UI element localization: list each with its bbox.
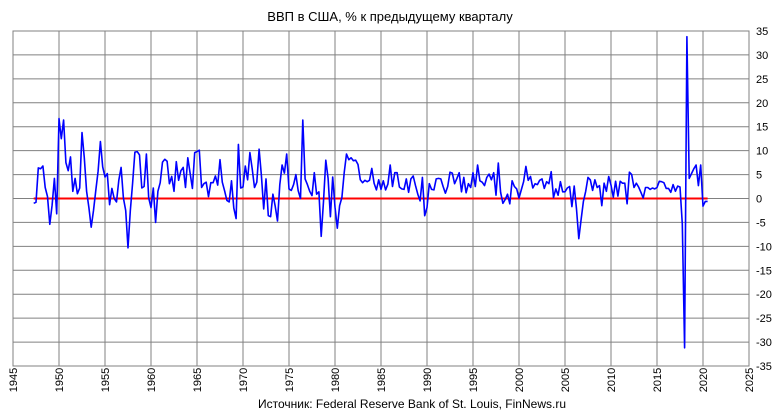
x-tick-label: 2020: [698, 368, 710, 392]
x-tick-label: 2000: [514, 368, 526, 392]
x-tick-label: 1975: [284, 368, 296, 392]
y-tick-label: 35: [756, 26, 768, 38]
series-layer: [33, 35, 708, 349]
x-tick-label: 1955: [100, 368, 112, 392]
x-tick-label: 1985: [376, 368, 388, 392]
y-tick-label: -10: [756, 241, 772, 253]
y-tick-label: 15: [756, 122, 768, 134]
y-tick-label: 5: [756, 170, 762, 182]
x-tick-label: 2005: [560, 368, 572, 392]
y-tick-label: -35: [756, 361, 772, 373]
y-tick-label: 25: [756, 74, 768, 86]
y-tick-label: 30: [756, 50, 768, 62]
y-tick-label: 0: [756, 194, 762, 206]
x-tick-label: 1965: [192, 368, 204, 392]
y-tick-label: -15: [756, 265, 772, 277]
y-tick-label: 20: [756, 98, 768, 110]
y-tick-label: -30: [756, 337, 772, 349]
y-tick-label: -5: [756, 217, 766, 229]
x-tick-label: 1945: [8, 368, 20, 392]
x-tick-label: 1990: [422, 368, 434, 392]
x-tick-label: 1970: [238, 368, 250, 392]
chart-title: ВВП в США, % к предыдущему кварталу: [267, 9, 513, 24]
x-axis-tick-labels: 1945 1950 1955 1960 1965 1970 1975 1980 1985 1990…: [8, 368, 756, 392]
x-tick-label: 2025: [744, 368, 756, 392]
x-tick-label: 1980: [330, 368, 342, 392]
x-tick-label: 1960: [146, 368, 158, 392]
x-tick-label: 1995: [468, 368, 480, 392]
y-tick-label: 10: [756, 146, 768, 158]
plot-area-border: [12, 30, 750, 367]
y-tick-label: -20: [756, 289, 772, 301]
source-caption: Источник: Federal Reserve Bank of St. Lo…: [258, 397, 566, 411]
x-tick-label: 2015: [652, 368, 664, 392]
x-tick-label: 1950: [54, 368, 66, 392]
y-axis-tick-labels: 35 30 25 20 15 10 5 0 -5 -10 -15 -20 -25 -30 -35: [756, 26, 772, 373]
gdp-series-line: [33, 35, 708, 349]
x-tick-label: 2010: [606, 368, 618, 392]
y-tick-label: -25: [756, 313, 772, 325]
